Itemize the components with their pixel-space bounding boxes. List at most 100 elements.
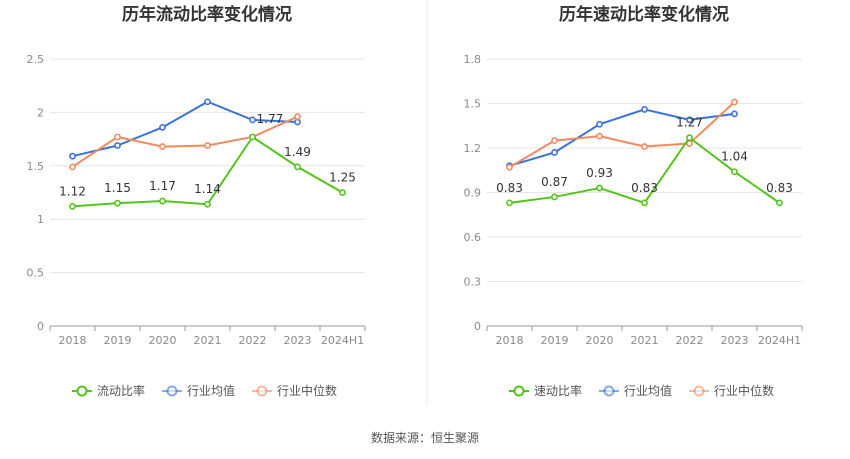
y-tick-label: 1.8 (464, 53, 482, 66)
y-tick-label: 0.5 (27, 267, 45, 280)
series-point-avg (249, 116, 256, 124)
y-tick-label: 0.3 (464, 276, 482, 289)
chart-1: 历年流动比率变化情况 0 0.5 1 1.5 2 2.5 2018 2019 2020 2021 20… (27, 4, 366, 398)
series-point-company (731, 168, 738, 176)
data-label: 1.04 (721, 150, 748, 164)
data-label: 1.27 (676, 116, 703, 130)
y-tick-label: 0 (37, 320, 44, 333)
x-tick-label: 2018 (59, 334, 87, 347)
legend-swatch-marker (603, 385, 615, 397)
y-tick-label: 0.6 (464, 231, 482, 244)
chart-2: 历年速动比率变化情况 0 0.3 0.6 0.9 1.2 1.5 1.8 2018 2019 202… (464, 4, 803, 398)
series-point-median (204, 142, 211, 149)
x-tick-label: 2023 (284, 334, 312, 347)
y-tick-label: 2 (37, 106, 44, 119)
series-point-avg (204, 98, 211, 106)
x-tick-label: 2020 (149, 334, 177, 347)
legend-label: 行业中位数 (277, 383, 337, 398)
series-point-avg (159, 123, 166, 131)
y-tick-label: 0 (474, 320, 481, 333)
series-point-company (294, 163, 301, 171)
series-point-median (551, 137, 558, 144)
series-point-avg (114, 142, 121, 149)
series-point-median (731, 98, 738, 106)
y-tick-label: 1 (37, 213, 44, 226)
data-label: 1.77 (257, 112, 284, 126)
legend-swatch-marker (693, 385, 705, 397)
series-point-company (596, 184, 603, 192)
series-point-company (339, 189, 346, 196)
series-point-company (776, 199, 783, 207)
data-label: 1.15 (104, 181, 131, 195)
y-tick-label: 0.9 (464, 187, 482, 200)
x-tick-label: 2022 (239, 334, 267, 347)
x-tick-label: 2018 (496, 334, 524, 347)
series-point-avg (731, 110, 738, 118)
series-point-median (114, 133, 121, 141)
legend-label: 流动比率 (97, 383, 145, 398)
series-line-avg (509, 108, 735, 167)
data-label: 0.83 (766, 181, 793, 195)
x-tick-label: 2021 (194, 334, 222, 347)
y-tick-label: 1.5 (27, 160, 45, 173)
legend-swatch-marker (513, 385, 525, 397)
x-tick-label: 2024H1 (758, 334, 801, 347)
data-label: 1.12 (59, 184, 86, 198)
series-point-avg (686, 116, 693, 124)
data-label: 0.83 (496, 181, 523, 195)
data-label: 0.93 (586, 166, 613, 180)
legend-label: 行业均值 (187, 383, 235, 398)
legend-swatch-marker (76, 385, 88, 397)
series-point-company (204, 200, 211, 208)
series-line-avg (72, 100, 298, 158)
series-point-avg (641, 106, 648, 113)
legend-item-median: 行业中位数 (252, 383, 337, 398)
series-point-company (641, 199, 648, 207)
series-point-company (686, 134, 693, 142)
series-point-company (551, 193, 558, 201)
legend-label: 行业中位数 (714, 383, 774, 398)
x-tick-label: 2022 (676, 334, 704, 347)
series-point-company (69, 202, 76, 210)
data-label: 0.83 (631, 181, 658, 195)
series-point-avg (596, 120, 603, 128)
chart-title: 历年速动比率变化情况 (559, 4, 729, 25)
y-tick-label: 1.2 (464, 142, 482, 155)
series-point-avg (294, 118, 301, 126)
data-label: 1.14 (194, 182, 221, 196)
chart-title: 历年流动比率变化情况 (122, 4, 292, 25)
legend-label: 速动比率 (534, 383, 582, 398)
data-label: 0.87 (541, 175, 568, 189)
data-label: 1.25 (329, 171, 356, 185)
data-source: 数据来源：恒生聚源 (371, 430, 479, 445)
legend-item-avg: 行业均值 (162, 383, 235, 398)
series-point-company (249, 133, 256, 141)
x-tick-label: 2019 (104, 334, 132, 347)
series-point-median (69, 163, 76, 171)
series-point-median (596, 132, 603, 140)
series-line-median (71, 115, 298, 168)
data-label: 1.17 (149, 179, 176, 193)
x-tick-label: 2019 (541, 334, 569, 347)
legend-item-company: 流动比率 (72, 383, 145, 398)
series-point-median (159, 143, 166, 150)
x-tick-label: 2020 (586, 334, 614, 347)
x-tick-label: 2024H1 (321, 334, 364, 347)
series-line-median (508, 101, 736, 169)
legend-label: 行业均值 (624, 383, 672, 398)
series-point-company (159, 197, 166, 205)
series-point-company (114, 199, 121, 207)
legend-swatch-marker (166, 385, 178, 397)
series-point-median (506, 163, 513, 171)
series-point-avg (69, 152, 76, 160)
x-tick-label: 2021 (631, 334, 659, 347)
series-point-median (294, 113, 301, 121)
data-label: 1.49 (284, 145, 311, 159)
y-tick-label: 1.5 (464, 98, 482, 111)
series-point-median (641, 143, 648, 150)
y-tick-label: 2.5 (27, 53, 45, 66)
series-point-company (506, 199, 513, 207)
x-tick-label: 2023 (721, 334, 749, 347)
legend-swatch-marker (256, 385, 268, 397)
